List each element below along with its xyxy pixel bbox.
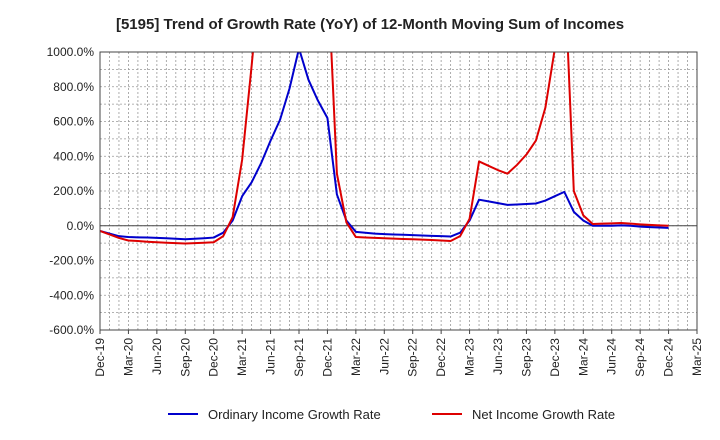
series-line-1 [100, 52, 669, 241]
x-tick-label: Mar-24 [576, 338, 590, 376]
chart-title: [5195] Trend of Growth Rate (YoY) of 12-… [116, 16, 624, 33]
y-tick-label: 1000.0% [47, 45, 95, 59]
x-tick-label: Jun-21 [264, 338, 278, 375]
x-tick-label: Mar-20 [121, 338, 135, 376]
series-lines [100, 52, 669, 245]
x-tick-label: Sep-22 [406, 338, 420, 377]
y-tick-label: 600.0% [53, 115, 94, 129]
x-tick-label: Mar-23 [463, 338, 477, 376]
y-tick-label: 200.0% [53, 184, 94, 198]
x-tick-label: Jun-22 [377, 338, 391, 375]
x-tick-label: Jun-20 [150, 338, 164, 375]
plot-frame [99, 51, 698, 331]
legend-label: Net Income Growth Rate [472, 407, 615, 422]
y-tick-label: 800.0% [53, 80, 94, 94]
x-axis-ticks: Dec-19 Mar-20 Jun-20 Sep-20 Dec-20 Mar-21 Jun-… [93, 330, 704, 377]
y-tick-label: -200.0% [49, 254, 94, 268]
y-tick-label: 0.0% [67, 219, 95, 233]
x-tick-label: Sep-23 [519, 338, 533, 377]
x-tick-label: Dec-20 [207, 338, 221, 377]
y-tick-label: -600.0% [49, 323, 94, 337]
x-tick-label: Dec-23 [548, 338, 562, 377]
y-axis-ticks: 1000.0% 800.0% 600.0% 400.0% 200.0% 0.0% -200.… [47, 45, 95, 337]
x-tick-label: Sep-21 [292, 338, 306, 377]
x-tick-label: Sep-20 [178, 338, 192, 377]
y-tick-label: -400.0% [49, 288, 94, 302]
y-tick-label: 400.0% [53, 149, 94, 163]
legend: Ordinary Income Growth Rate Net Income Gr… [168, 407, 615, 422]
x-tick-label: Jun-23 [491, 338, 505, 375]
x-tick-label: Mar-25 [690, 338, 704, 376]
x-tick-label: Mar-21 [235, 338, 249, 376]
x-tick-label: Dec-21 [320, 338, 334, 377]
x-tick-label: Dec-22 [434, 338, 448, 377]
x-tick-label: Jun-24 [605, 338, 619, 375]
x-tick-label: Sep-24 [633, 338, 647, 377]
series-line-2 [100, 52, 669, 245]
x-tick-label: Mar-22 [349, 338, 363, 376]
x-tick-label: Dec-19 [93, 338, 107, 377]
legend-label: Ordinary Income Growth Rate [208, 407, 381, 422]
x-tick-label: Dec-24 [662, 338, 676, 377]
